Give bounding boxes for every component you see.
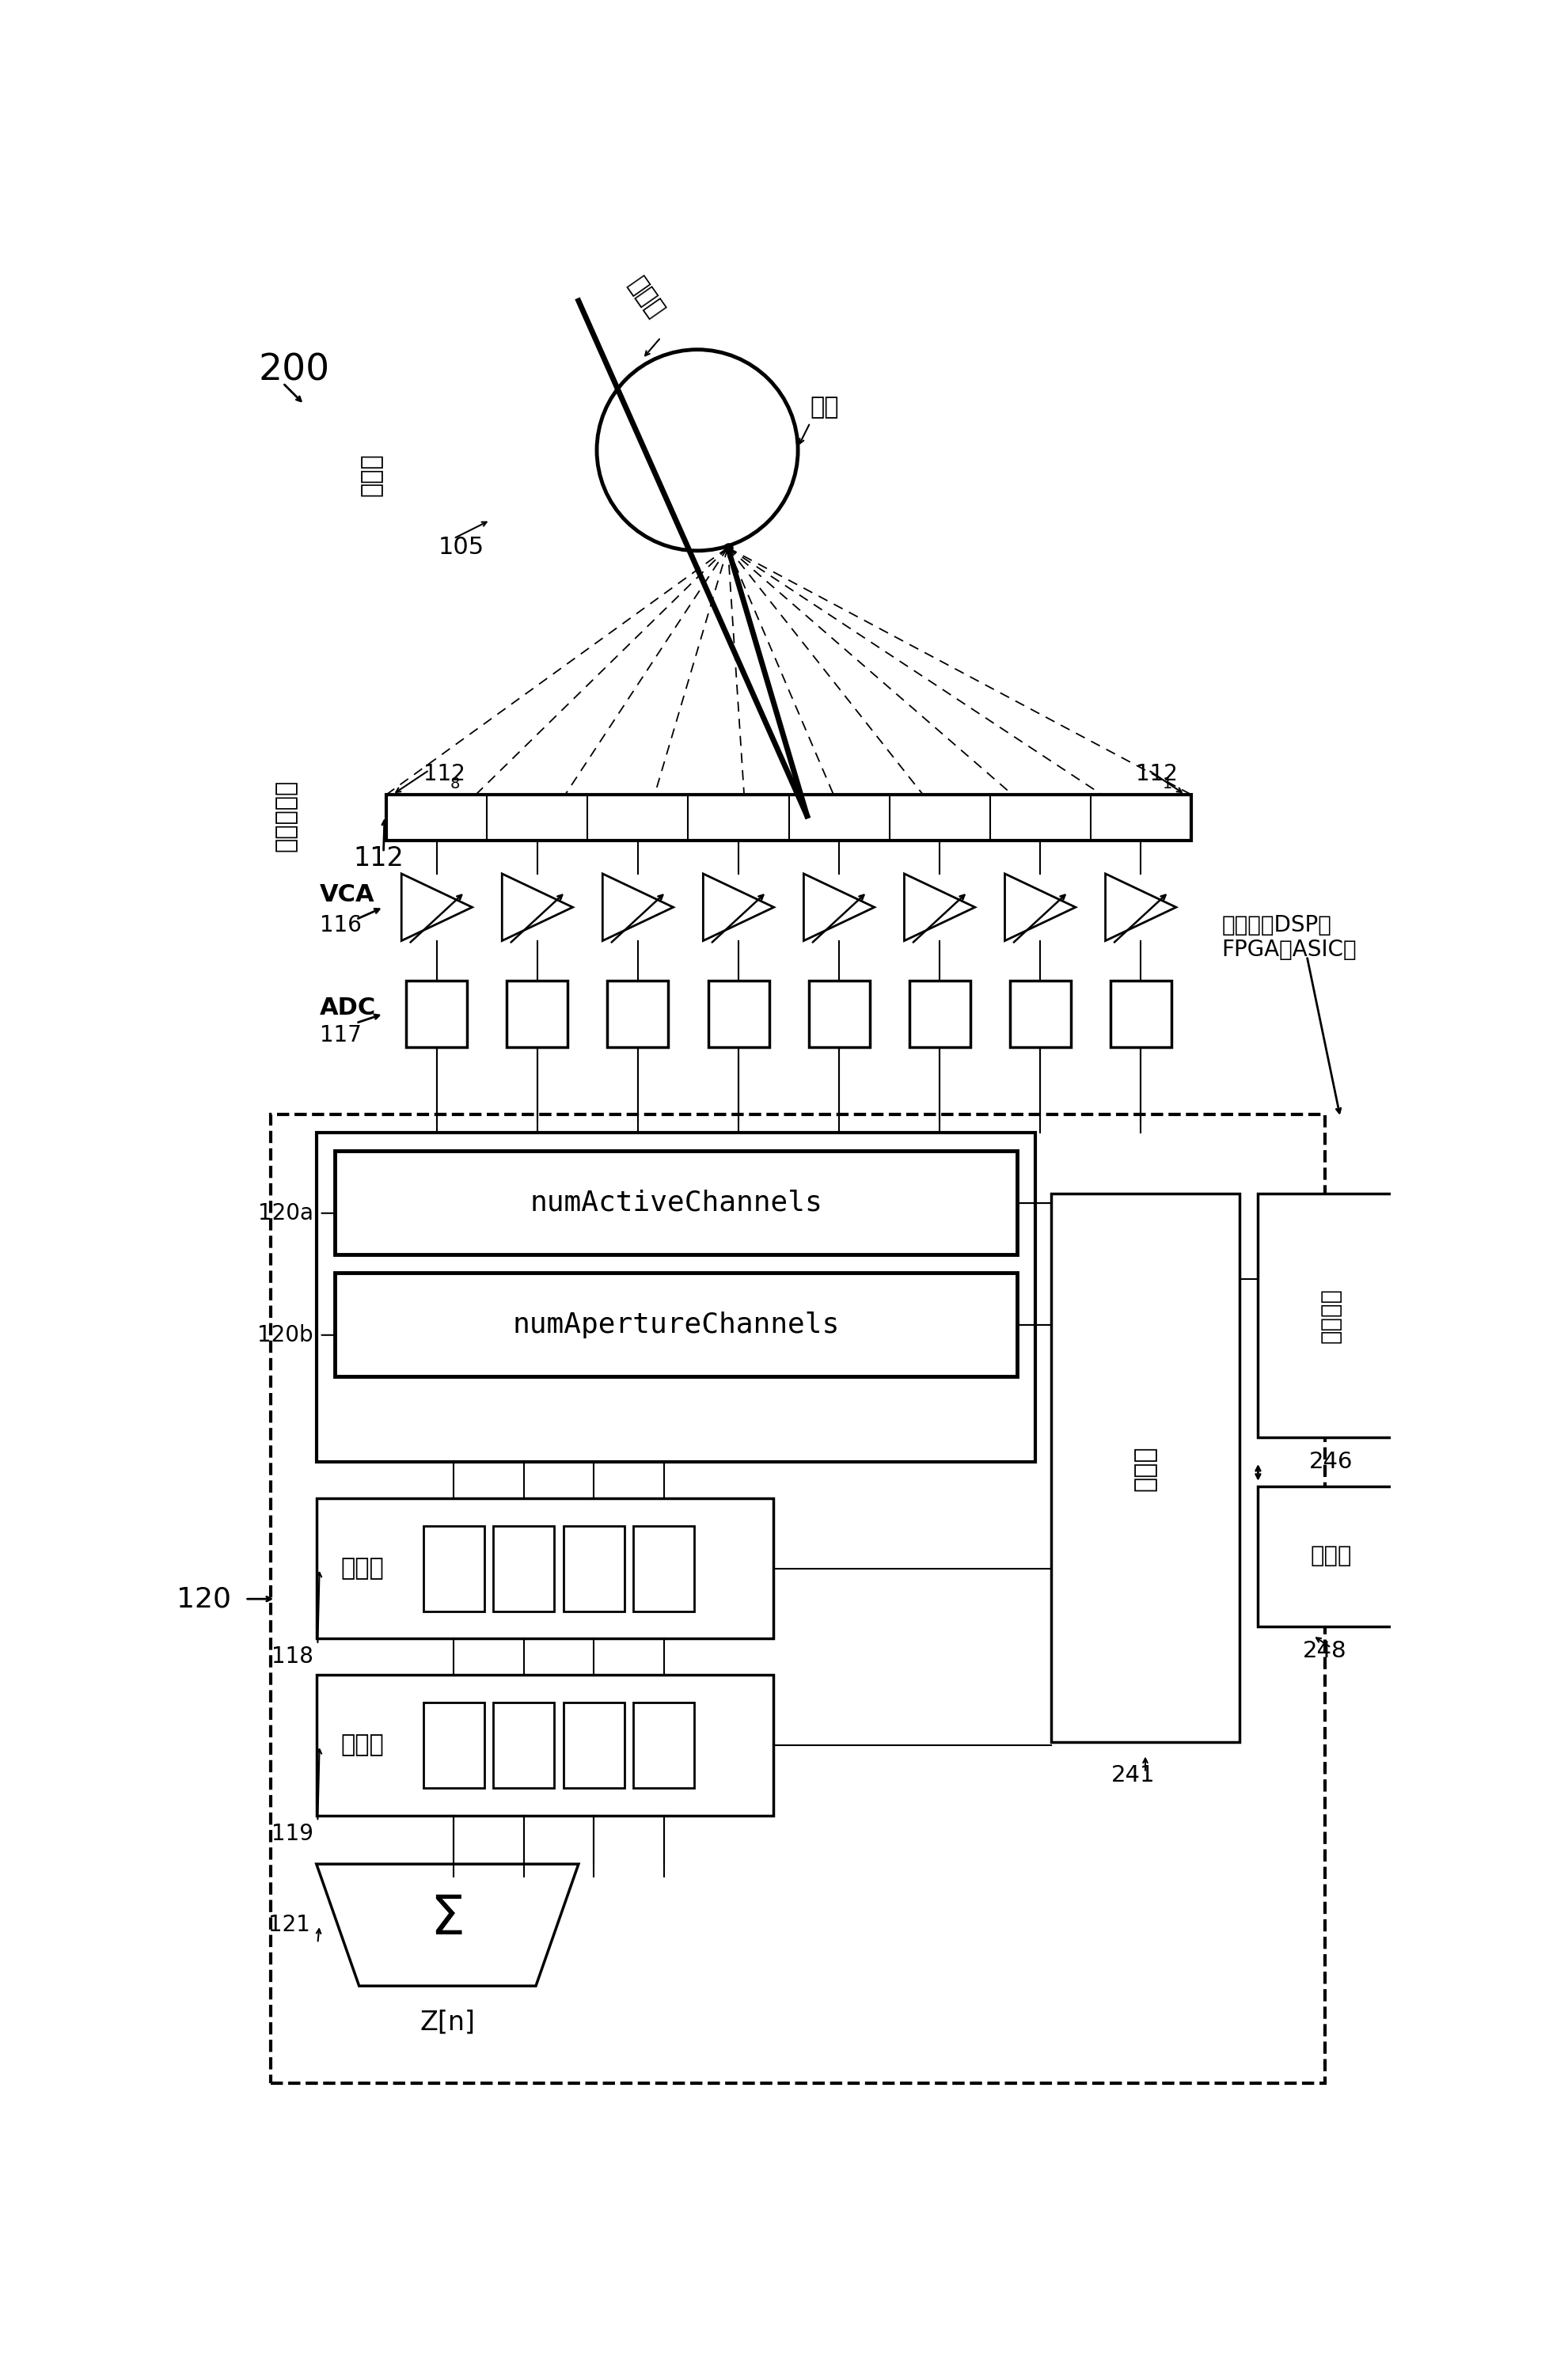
Bar <box>1010 981 1070 1047</box>
Bar <box>316 1676 773 1816</box>
Text: 1: 1 <box>1162 776 1173 793</box>
Bar <box>386 795 1191 840</box>
Text: 112: 112 <box>353 845 403 871</box>
Text: 112: 112 <box>423 764 465 785</box>
Text: 248: 248 <box>1303 1640 1346 1661</box>
Text: 扫描线: 扫描线 <box>624 274 668 321</box>
Text: 换能器阵列: 换能器阵列 <box>274 781 297 852</box>
Text: 241: 241 <box>1111 1764 1154 1787</box>
Text: 200: 200 <box>259 352 330 388</box>
Bar <box>406 981 468 1047</box>
Text: 焦点: 焦点 <box>810 395 838 419</box>
Bar <box>316 1133 1035 1461</box>
Bar <box>909 981 970 1047</box>
Bar <box>335 1273 1016 1376</box>
Text: 8: 8 <box>449 776 460 793</box>
Text: 可实现在DSP、: 可实现在DSP、 <box>1221 914 1331 938</box>
Bar <box>562 1702 624 1787</box>
Text: 121: 121 <box>268 1914 310 1935</box>
Text: 120b: 120b <box>257 1323 313 1347</box>
Text: 120a: 120a <box>257 1202 313 1223</box>
Bar <box>562 1526 624 1611</box>
Bar <box>1258 1485 1403 1626</box>
Bar <box>423 1702 483 1787</box>
Text: 119: 119 <box>271 1823 313 1845</box>
Text: 存储器: 存储器 <box>1310 1545 1351 1568</box>
Text: 118: 118 <box>271 1645 313 1668</box>
Text: VCA: VCA <box>319 883 375 907</box>
Text: 112: 112 <box>1135 764 1177 785</box>
Bar <box>607 981 668 1047</box>
Text: ADC: ADC <box>319 997 376 1019</box>
Bar <box>423 1526 483 1611</box>
Text: numApertureChannels: numApertureChannels <box>513 1311 840 1338</box>
Text: Z[n]: Z[n] <box>420 2009 476 2035</box>
Text: 120: 120 <box>177 1585 231 1611</box>
Text: 116: 116 <box>319 914 361 938</box>
Text: 滤波器: 滤波器 <box>341 1557 384 1580</box>
Text: numActiveChannels: numActiveChannels <box>530 1190 823 1216</box>
Text: 靶组织: 靶组织 <box>359 452 383 495</box>
Bar <box>335 1152 1016 1254</box>
Bar <box>809 981 869 1047</box>
Bar <box>507 981 567 1047</box>
Text: FPGA、ASIC上: FPGA、ASIC上 <box>1221 938 1355 962</box>
Text: 105: 105 <box>438 536 485 559</box>
Bar <box>1109 981 1171 1047</box>
Bar <box>708 981 768 1047</box>
Bar <box>493 1526 555 1611</box>
Bar <box>493 1702 555 1787</box>
Bar <box>634 1526 694 1611</box>
Text: 117: 117 <box>319 1023 361 1047</box>
Bar <box>634 1702 694 1787</box>
Bar <box>316 1499 773 1637</box>
Bar <box>271 1114 1324 2082</box>
Bar <box>1258 1195 1403 1438</box>
Text: 控制器: 控制器 <box>1132 1445 1157 1490</box>
Text: 计算结构: 计算结构 <box>1320 1288 1341 1342</box>
Text: 246: 246 <box>1309 1452 1352 1473</box>
Text: 变高块: 变高块 <box>341 1733 384 1756</box>
Text: Σ: Σ <box>429 1892 465 1944</box>
Bar <box>1050 1195 1239 1742</box>
